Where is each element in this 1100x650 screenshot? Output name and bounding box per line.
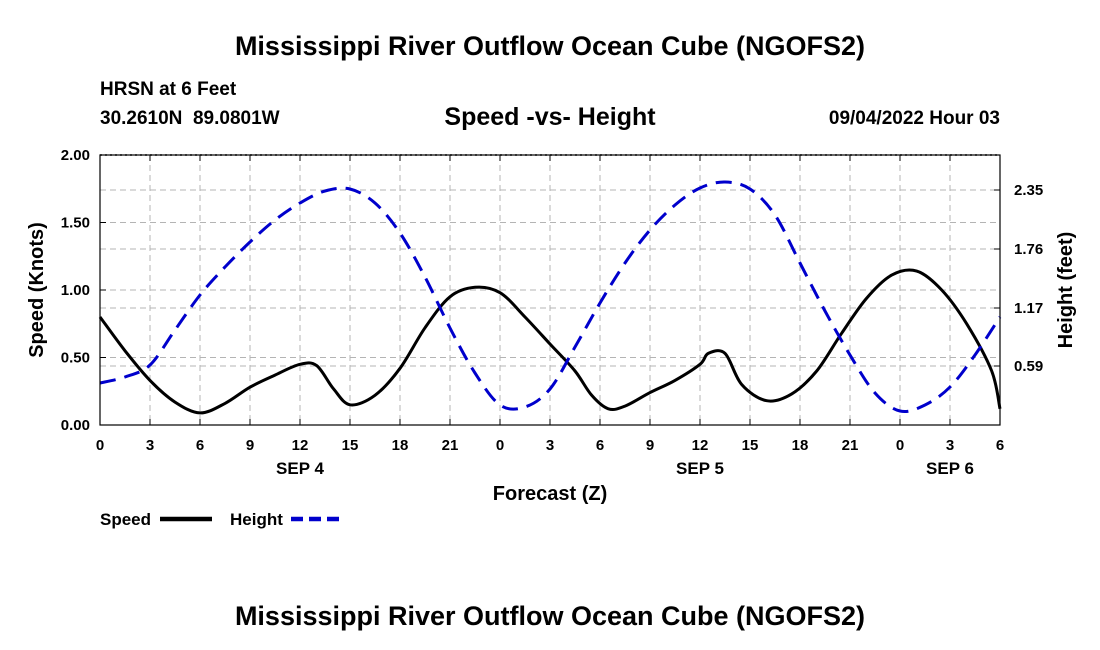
y-tick-label: 1.50 <box>61 215 90 232</box>
x-tick-label: 0 <box>896 437 904 454</box>
x-tick-label: 0 <box>496 437 504 454</box>
legend-speed-label: Speed <box>100 510 151 529</box>
x-tick-label: 0 <box>96 437 104 454</box>
x-tick-label: 21 <box>842 437 859 454</box>
x-tick-label: 3 <box>546 437 554 454</box>
x-tick-label: 3 <box>946 437 954 454</box>
legend: Speed Height <box>100 510 342 529</box>
x-tick-label: 12 <box>692 437 709 454</box>
x-tick-label: 15 <box>342 437 359 454</box>
x-tick-label: 3 <box>146 437 154 454</box>
main-title: Mississippi River Outflow Ocean Cube (NG… <box>235 31 865 61</box>
y-right-tick-label: 1.76 <box>1014 241 1043 258</box>
x-tick-label: 6 <box>196 437 204 454</box>
x-tick-label: 9 <box>246 437 254 454</box>
x-tick-label: 12 <box>292 437 309 454</box>
x-tick-label: 18 <box>392 437 409 454</box>
x-tick-label: 6 <box>596 437 604 454</box>
y-tick-label: 0.50 <box>61 350 90 367</box>
x-tick-label: 15 <box>742 437 759 454</box>
series-layer <box>98 180 1002 415</box>
y-axis-title-right: Height (feet) <box>1055 232 1077 349</box>
legend-height-label: Height <box>230 510 283 529</box>
x-axis-title: Forecast (Z) <box>493 483 607 505</box>
chart-title: Speed -vs- Height <box>444 103 656 131</box>
grid <box>100 155 1000 425</box>
x-tick-label: 6 <box>996 437 1004 454</box>
height-series-line <box>99 180 1002 413</box>
x-tick-label: 9 <box>646 437 654 454</box>
y-right-tick-label: 2.35 <box>1014 182 1043 199</box>
x-tick-label: 21 <box>442 437 459 454</box>
footer-title: Mississippi River Outflow Ocean Cube (NG… <box>235 601 865 631</box>
speed-series-line <box>98 268 1002 415</box>
y-right-tick-label: 0.59 <box>1014 358 1043 375</box>
x-tick-label: 18 <box>792 437 809 454</box>
date-label: SEP 4 <box>276 459 324 478</box>
ticks: 0 3 6 9 12 15 18 21 0 3 6 9 12 15 18 21 0 3 6 0.00 0.50 1.00 1… <box>61 147 1043 478</box>
y-right-tick-label: 1.17 <box>1014 300 1043 317</box>
y-tick-label: 2.00 <box>61 147 90 164</box>
date-label: SEP 5 <box>676 459 724 478</box>
y-axis-title-left: Speed (Knots) <box>26 222 48 358</box>
coordinates-label: 30.2610N 89.0801W <box>100 108 280 129</box>
y-tick-label: 0.00 <box>61 417 90 434</box>
y-tick-label: 1.00 <box>61 282 90 299</box>
date-label: SEP 6 <box>926 459 974 478</box>
datetime-label: 09/04/2022 Hour 03 <box>829 108 1000 129</box>
station-label: HRSN at 6 Feet <box>100 79 237 100</box>
